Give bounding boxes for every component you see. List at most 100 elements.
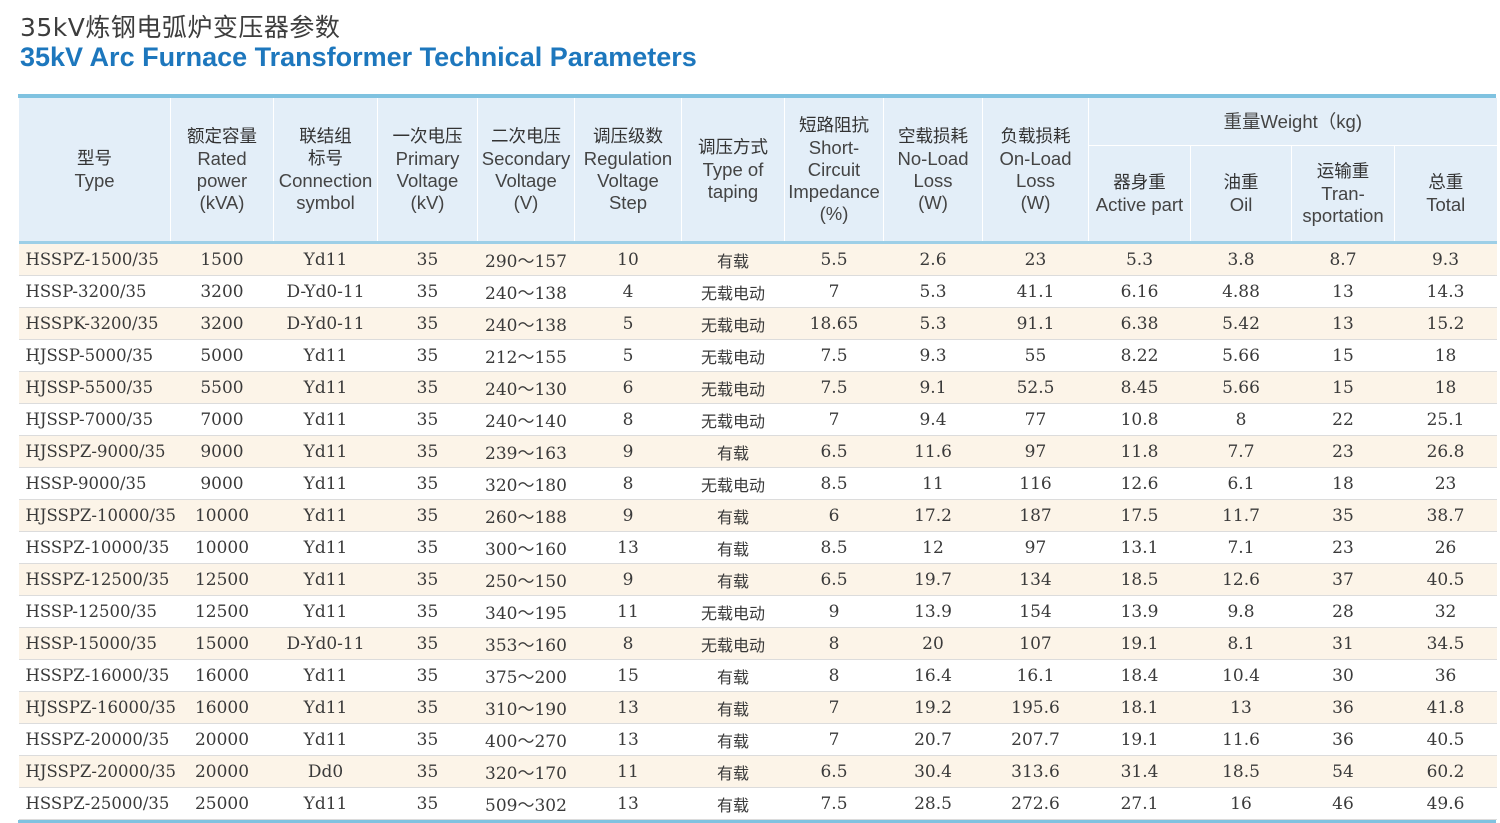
cell-active-weight: 10.8 [1088, 403, 1191, 436]
cell-on-load-loss: 41.1 [982, 275, 1089, 308]
cell-regulation-step: 13 [574, 723, 682, 756]
cell-power: 9000 [170, 467, 274, 500]
header-primary: 一次电压 Primary Voltage (kV) [377, 98, 478, 241]
cell-total-weight: 41.8 [1394, 691, 1497, 724]
cell-on-load-loss: 97 [982, 531, 1089, 564]
header-oil-cn: 油重 [1223, 172, 1259, 193]
cell-symbol: D-Yd0-11 [273, 627, 378, 660]
cell-impedance: 6.5 [784, 755, 884, 788]
cell-type: HJSSP-7000/35 [18, 403, 171, 436]
cell-regulation-step: 8 [574, 467, 682, 500]
cell-active-weight: 18.5 [1088, 563, 1191, 596]
cell-total-weight: 18 [1394, 339, 1497, 372]
cell-impedance: 8 [784, 627, 884, 660]
cell-no-load-loss: 5.3 [883, 307, 983, 340]
cell-active-weight: 13.9 [1088, 595, 1191, 628]
header-separator [18, 241, 1497, 244]
cell-primary-voltage: 35 [377, 659, 478, 692]
header-impedance: 短路阻抗 Short- Circuit Impedance (%) [784, 98, 884, 241]
cell-power: 10000 [170, 531, 274, 564]
cell-transport-weight: 22 [1291, 403, 1395, 436]
cell-total-weight: 60.2 [1394, 755, 1497, 788]
cell-type: HJSSPZ-9000/35 [18, 435, 171, 468]
cell-active-weight: 8.22 [1088, 339, 1191, 372]
cell-total-weight: 14.3 [1394, 275, 1497, 308]
cell-no-load-loss: 13.9 [883, 595, 983, 628]
cell-no-load-loss: 19.7 [883, 563, 983, 596]
cell-transport-weight: 35 [1291, 499, 1395, 532]
cell-symbol: Yd11 [273, 723, 378, 756]
cell-primary-voltage: 35 [377, 403, 478, 436]
cell-power: 15000 [170, 627, 274, 660]
cell-no-load-loss: 12 [883, 531, 983, 564]
cell-oil-weight: 3.8 [1190, 244, 1292, 276]
cell-total-weight: 40.5 [1394, 723, 1497, 756]
cell-transport-weight: 30 [1291, 659, 1395, 692]
cell-type: HSSPZ-10000/35 [18, 531, 171, 564]
cell-type: HSSP-9000/35 [18, 467, 171, 500]
cell-power: 1500 [170, 244, 274, 276]
cell-secondary-voltage: 240～140 [477, 403, 575, 436]
cell-oil-weight: 6.1 [1190, 467, 1292, 500]
cell-primary-voltage: 35 [377, 499, 478, 532]
cell-total-weight: 23 [1394, 467, 1497, 500]
cell-on-load-loss: 107 [982, 627, 1089, 660]
cell-no-load-loss: 5.3 [883, 275, 983, 308]
cell-type: HJSSPZ-20000/35 [18, 755, 176, 788]
cell-taping: 无载电动 [681, 371, 785, 404]
cell-taping: 有载 [681, 723, 785, 756]
cell-total-weight: 26 [1394, 531, 1497, 564]
cell-regulation-step: 11 [574, 755, 682, 788]
cell-regulation-step: 8 [574, 627, 682, 660]
cell-oil-weight: 16 [1190, 787, 1292, 820]
cell-transport-weight: 15 [1291, 371, 1395, 404]
parameters-table-container: 型号 Type 额定容量 Rated power (kVA) 联结组 标号 Co… [18, 94, 1497, 823]
cell-total-weight: 26.8 [1394, 435, 1497, 468]
cell-primary-voltage: 35 [377, 531, 478, 564]
cell-type: HSSPZ-16000/35 [18, 659, 171, 692]
cell-active-weight: 6.38 [1088, 307, 1191, 340]
cell-active-weight: 6.16 [1088, 275, 1191, 308]
cell-impedance: 6 [784, 499, 884, 532]
header-oil: 油重 Oil [1190, 145, 1292, 241]
header-primary-en3: (kV) [410, 191, 445, 213]
cell-primary-voltage: 35 [377, 563, 478, 596]
page-title-cn: 35kV炼钢电弧炉变压器参数 [20, 13, 341, 42]
cell-transport-weight: 13 [1291, 275, 1395, 308]
cell-transport-weight: 23 [1291, 531, 1395, 564]
cell-taping: 有载 [681, 659, 785, 692]
cell-oil-weight: 13 [1190, 691, 1292, 724]
cell-total-weight: 49.6 [1394, 787, 1497, 820]
cell-primary-voltage: 35 [377, 307, 478, 340]
header-symbol-cn1: 联结组 [299, 126, 352, 147]
cell-transport-weight: 15 [1291, 339, 1395, 372]
cell-impedance: 8.5 [784, 467, 884, 500]
header-separator-cell [18, 241, 1497, 244]
cell-on-load-loss: 91.1 [982, 307, 1089, 340]
cell-oil-weight: 12.6 [1190, 563, 1292, 596]
cell-oil-weight: 8.1 [1190, 627, 1292, 660]
cell-no-load-loss: 30.4 [883, 755, 983, 788]
cell-secondary-voltage: 509～302 [477, 787, 575, 820]
header-secondary-en1: Secondary [481, 147, 571, 169]
cell-active-weight: 13.1 [1088, 531, 1191, 564]
cell-symbol: Yd11 [273, 499, 378, 532]
cell-oil-weight: 5.66 [1190, 339, 1292, 372]
cell-oil-weight: 5.66 [1190, 371, 1292, 404]
cell-power: 10000 [170, 499, 274, 532]
header-onload-cn: 负载损耗 [1000, 126, 1071, 147]
header-impedance-en2: Circuit [807, 158, 861, 180]
header-secondary-en3: (V) [513, 191, 539, 213]
cell-type: HJSSP-5500/35 [18, 371, 171, 404]
header-onload-en1: On-Load [999, 147, 1072, 169]
cell-type: HSSPZ-1500/35 [18, 244, 171, 276]
cell-taping: 有载 [681, 755, 785, 788]
table-row: HSSPZ-16000/35 16000 Yd11 35 375～200 15 有载 8 16.… [18, 659, 1497, 692]
cell-transport-weight: 36 [1291, 691, 1395, 724]
cell-active-weight: 18.4 [1088, 659, 1191, 692]
cell-type: HSSPZ-25000/35 [18, 787, 171, 820]
parameters-table: 型号 Type 额定容量 Rated power (kVA) 联结组 标号 Co… [18, 98, 1497, 820]
cell-impedance: 9 [784, 595, 884, 628]
header-secondary-en2: Voltage [495, 169, 557, 191]
cell-symbol: Yd11 [273, 339, 378, 372]
